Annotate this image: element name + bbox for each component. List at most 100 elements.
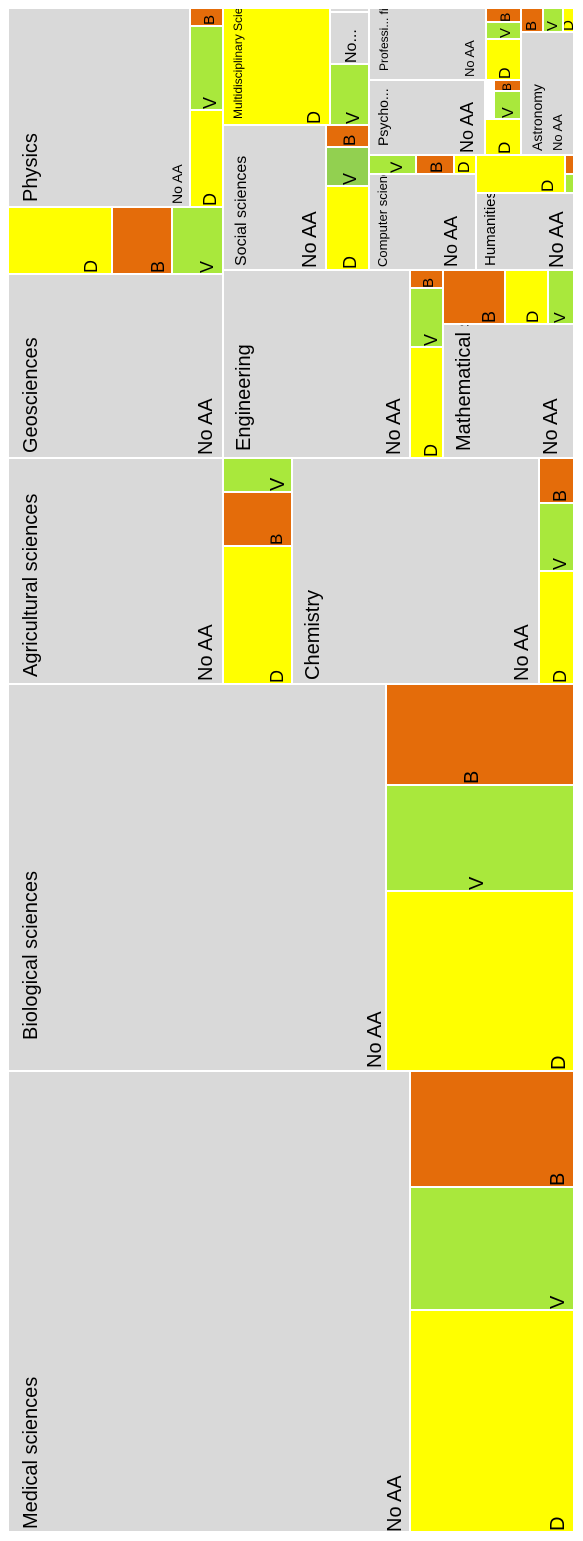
- field-name-label: Engineering: [233, 344, 255, 451]
- tile-agricultural-sciences-d-1: D: [223, 546, 292, 684]
- tile-biological-sciences-d-1: D: [386, 891, 574, 1071]
- no-aa-label: No AA: [441, 215, 461, 267]
- segment-label: V: [552, 312, 569, 323]
- tile-psycho-v-2: V: [494, 91, 521, 119]
- field-name-label: Multidisciplinary Sciences: [231, 8, 245, 119]
- field-name-label: Physics: [20, 133, 42, 202]
- tile-physics-b-2: B: [112, 207, 172, 274]
- segment-label: B: [523, 20, 540, 31]
- field-name-label: Biological sciences: [20, 871, 42, 1040]
- segment-label: B: [479, 310, 499, 323]
- tile-physics-no-aa-0: Physics No AA: [8, 8, 190, 207]
- no-aa-label: No AA: [169, 164, 185, 204]
- tile-psycho-b-3: B: [494, 80, 521, 91]
- segment-label: V: [200, 96, 220, 109]
- tile-medical-sciences-d-1: D: [410, 1310, 574, 1532]
- no-aa-label: No AA: [550, 114, 565, 151]
- segment-label: B: [340, 134, 359, 146]
- field-name-label: Humanities: [482, 193, 499, 266]
- tile-engineering-no-aa-0: Engineering No AA: [223, 270, 410, 458]
- segment-label: V: [466, 876, 488, 890]
- tile-multidisciplinary-sciences-v-1: V: [330, 64, 369, 125]
- segment-label: B: [267, 533, 286, 545]
- field-name-label: Chemistry: [302, 589, 324, 680]
- no-aa-label: No AA: [511, 624, 533, 681]
- tile-mathematical-sciences-d-2: D: [505, 270, 548, 324]
- tile-social-sciences-v-2: V: [326, 147, 369, 186]
- tile-chemistry-v-2: V: [539, 503, 574, 571]
- segment-label: V: [421, 333, 441, 346]
- tile-physics-b-6: B: [190, 8, 223, 26]
- segment-label: B: [420, 277, 437, 288]
- no-aa-label: No AA: [195, 624, 217, 681]
- segment-label: V: [500, 107, 517, 118]
- tile-astronomy-d-3: D: [563, 8, 574, 32]
- tile-physics-d-4: D: [190, 110, 223, 207]
- tile-humanities-v-2: [565, 174, 574, 193]
- field-name-label: Astronomy: [529, 84, 545, 151]
- tile-social-sciences-no-aa-0: Social sciences No AA: [223, 125, 326, 270]
- tile-humanities-no-aa-0: Humanities No AA: [476, 193, 574, 270]
- tile-psycho-no-aa-0: Psycho... No AA: [369, 80, 485, 155]
- segment-label: D: [456, 161, 473, 173]
- field-name-label: Psycho...: [375, 88, 391, 146]
- segment-label: B: [500, 82, 514, 91]
- field-name-label: Professi... fields: [377, 8, 391, 71]
- tile-humanities-d-1: D: [476, 155, 565, 193]
- tile-computer-sciences-v-1: V: [369, 155, 416, 174]
- field-name-label: Agricultural sciences: [20, 493, 42, 677]
- segment-label: B: [148, 260, 168, 273]
- field-name-label: Geosciences: [20, 337, 42, 453]
- tile-biological-sciences-no-aa-0: Biological sciences No AA: [8, 684, 386, 1071]
- tile-biological-sciences-b-3: B: [386, 684, 574, 785]
- segment-label: D: [523, 310, 542, 323]
- segment-label: D: [304, 111, 324, 124]
- segment-label: V: [197, 260, 217, 273]
- segment-label: D: [81, 260, 101, 273]
- tile-biological-sciences-v-2: V: [386, 785, 574, 891]
- segment-label: V: [547, 1295, 569, 1309]
- tile-mathematical-sciences-no-aa-0: Mathematical sciences No AA: [443, 324, 574, 458]
- tile-mathematical-sciences-v-3: V: [548, 270, 574, 324]
- tile-physics-v-5: V: [190, 26, 223, 110]
- segment-label: V: [267, 477, 289, 491]
- segment-label: D: [340, 256, 360, 269]
- segment-label: V: [343, 111, 363, 124]
- no-aa-label: No AA: [546, 211, 568, 268]
- segment-label: No...: [343, 29, 360, 63]
- tile-chemistry-no-aa-0: Chemistry No AA: [292, 458, 539, 684]
- tile-medical-sciences-no-aa-0: Medical sciences No AA: [8, 1071, 410, 1532]
- tile-engineering-d-1: D: [410, 347, 443, 458]
- tile-physics-v-3: V: [172, 207, 223, 274]
- tile-astronomy-v-2: V: [543, 8, 563, 32]
- segment-label: V: [340, 172, 360, 185]
- field-name-label: Mathematical sciences: [453, 324, 475, 451]
- tile-social-sciences-b-3: B: [326, 125, 369, 147]
- tile-computer-sciences-no-aa-0: Computer sciences No AA: [369, 174, 476, 270]
- tile-medical-sciences-b-3: B: [410, 1071, 574, 1187]
- no-aa-label: No AA: [384, 1475, 406, 1532]
- segment-label: B: [201, 14, 218, 25]
- no-aa-label: No AA: [299, 211, 321, 268]
- no-aa-label: No AA: [383, 398, 405, 455]
- no-aa-label: No AA: [462, 40, 477, 77]
- segment-label: D: [564, 20, 573, 31]
- segment-label: V: [387, 161, 406, 173]
- tile-multidisciplinary-sciences-other-3: [330, 8, 369, 12]
- tile-agricultural-sciences-v-3: V: [223, 458, 292, 492]
- segment-label: B: [461, 770, 483, 784]
- tile-engineering-v-2: V: [410, 288, 443, 347]
- tile-psycho-d-1: D: [485, 119, 521, 155]
- segment-label: B: [427, 161, 446, 173]
- segment-label: V: [497, 27, 514, 38]
- segment-label: V: [544, 20, 561, 31]
- segment-label: D: [548, 1055, 570, 1070]
- segment-label: D: [421, 444, 441, 457]
- field-name-label: Social sciences: [233, 155, 250, 266]
- tile-field-15-b-2: B: [486, 8, 521, 22]
- segment-label: D: [497, 67, 514, 79]
- segment-label: B: [550, 489, 570, 502]
- tile-agricultural-sciences-no-aa-0: Agricultural sciences No AA: [8, 458, 223, 684]
- no-aa-label: No AA: [540, 398, 562, 455]
- tile-multidisciplinary-sciences-no-2: No...: [330, 12, 369, 64]
